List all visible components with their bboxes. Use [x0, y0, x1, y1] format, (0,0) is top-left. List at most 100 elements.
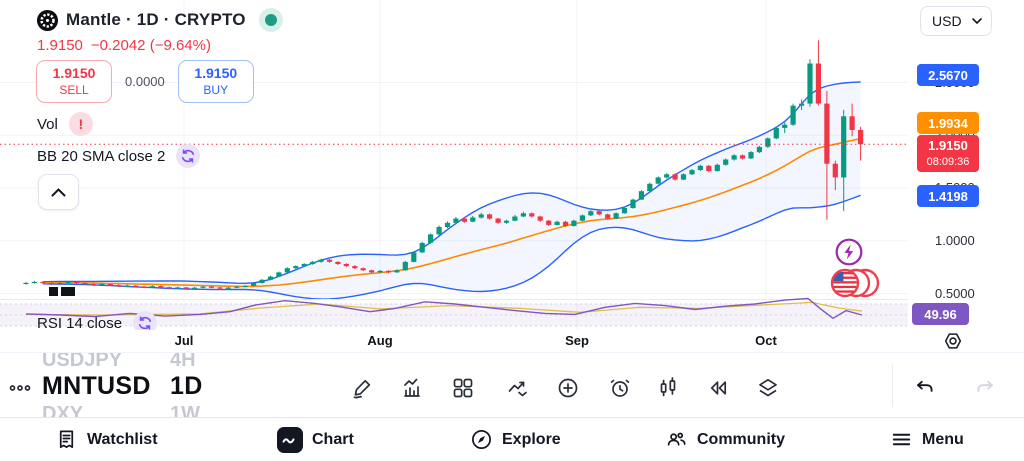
nav-community[interactable]: Community [665, 418, 785, 461]
indicators-icon [404, 378, 420, 397]
buy-label: BUY [203, 82, 229, 97]
nav-label: Watchlist [87, 430, 158, 448]
instant-trade-button[interactable] [834, 237, 864, 267]
symbol-title: Mantle · 1D · CRYPTO [66, 10, 246, 29]
indicators-button[interactable] [393, 368, 433, 408]
picker-row-next[interactable]: DXY 1W [42, 403, 272, 417]
object-tree-button[interactable] [748, 368, 788, 408]
sync-icon[interactable] [176, 144, 201, 168]
watchlist-icon [59, 430, 74, 449]
symbol-header[interactable]: Mantle · 1D · CRYPTO [36, 8, 283, 32]
bar-countdown: 08:09:36 [926, 155, 970, 168]
explore-icon [472, 430, 491, 449]
picker-row-prev[interactable]: USDJPY 4H [42, 353, 272, 372]
layers-icon [759, 378, 777, 397]
us-flag-coins-icon [830, 268, 880, 298]
layouts-button[interactable] [443, 368, 483, 408]
bollinger-indicator-row[interactable]: BB 20 SMA close 2 [37, 144, 201, 168]
symbol-timeframe-picker[interactable]: USDJPY 4H MNTUSD 1D DXY 1W [42, 353, 272, 417]
patterns-icon [508, 381, 527, 397]
last-price: 1.9150 [37, 37, 83, 54]
replay-button[interactable] [698, 368, 738, 408]
last-price-value: 1.9150 [928, 137, 968, 153]
rsi-value-label: 49.96 [912, 303, 969, 325]
mantle-logo-icon [36, 9, 59, 31]
x-axis-month-label: Oct [755, 333, 777, 348]
spread-value: 0.0000 [125, 74, 165, 89]
nav-explore[interactable]: Explore [470, 418, 561, 461]
collapse-panel-button[interactable] [38, 174, 79, 210]
nav-chart[interactable]: Chart [277, 418, 354, 461]
nav-watchlist[interactable]: Watchlist [55, 418, 158, 461]
nav-label: Menu [922, 430, 964, 448]
chart-icon [277, 426, 303, 453]
plus-circle-icon [558, 378, 578, 398]
lightning-icon [835, 238, 863, 266]
x-axis-month-label: Jul [174, 333, 194, 348]
patterns-button[interactable] [498, 368, 538, 408]
picker-symbol: MNTUSD [42, 372, 151, 400]
alarm-clock-icon [610, 379, 630, 397]
nav-label: Community [697, 430, 785, 448]
clipped-overlay-glyph [49, 287, 58, 296]
currency-value: USD [932, 13, 962, 29]
gear-icon [944, 333, 962, 349]
picker-timeframe: 4H [170, 353, 196, 371]
sell-price: 1.9150 [52, 65, 96, 82]
rewind-icon [710, 381, 727, 395]
alerts-button[interactable] [600, 368, 640, 408]
trade-panel: 1.9150 SELL 0.0000 1.9150 BUY [36, 60, 254, 103]
x-axis-month-label: Sep [565, 333, 589, 348]
axis-settings-button[interactable] [941, 330, 965, 352]
pencil-icon [353, 379, 371, 399]
currency-select[interactable]: USD [920, 6, 992, 36]
sell-label: SELL [59, 82, 89, 97]
undo-icon [917, 380, 933, 392]
toolbar-divider [892, 365, 893, 407]
nav-label: Chart [312, 430, 354, 448]
draw-tool-button[interactable] [343, 368, 383, 408]
volume-indicator-row[interactable]: Vol ! [37, 112, 93, 136]
more-options-button[interactable] [0, 368, 40, 408]
grid-layout-icon [453, 378, 473, 398]
economic-events-button[interactable] [830, 266, 880, 300]
bb-basis-price-label: 1.9934 [917, 112, 979, 134]
price-chart[interactable] [0, 0, 908, 332]
buy-button[interactable]: 1.9150 BUY [177, 60, 254, 103]
redo-icon [977, 380, 993, 392]
bb-upper-price-label: 2.5670 [917, 64, 979, 86]
volume-label: Vol [37, 115, 58, 133]
buy-price: 1.9150 [194, 65, 238, 82]
add-order-button[interactable] [548, 368, 588, 408]
picker-row-active[interactable]: MNTUSD 1D [42, 372, 272, 401]
bottom-navigation: Watchlist Chart Explore Community [0, 417, 1024, 461]
more-dots-icon [9, 385, 31, 391]
last-price-label: 1.9150 08:09:36 [917, 135, 979, 172]
chart-type-button[interactable] [648, 368, 688, 408]
price-change: −0.2042 (−9.64%) [90, 37, 211, 54]
picker-timeframe: 1D [170, 372, 203, 400]
chevron-down-icon [972, 18, 982, 24]
indicator-error-icon[interactable]: ! [68, 112, 93, 136]
redo-button[interactable] [965, 368, 1005, 408]
bollinger-label: BB 20 SMA close 2 [37, 147, 166, 165]
bb-lower-price-label: 1.4198 [917, 185, 979, 207]
community-icon [667, 432, 686, 446]
undo-button[interactable] [905, 368, 945, 408]
time-axis[interactable]: Jul Aug Sep Oct [0, 330, 1024, 352]
menu-icon [892, 433, 911, 446]
picker-timeframe: 1W [170, 403, 200, 417]
rsi-label: RSI 14 close [37, 314, 123, 332]
price-change-row: 1.9150 −0.2042 (−9.64%) [37, 37, 211, 54]
y-axis-tick: 1.0000 [935, 232, 975, 248]
nav-menu[interactable]: Menu [890, 418, 964, 461]
sell-button[interactable]: 1.9150 SELL [36, 60, 112, 103]
nav-label: Explore [502, 430, 561, 448]
picker-symbol: DXY [42, 403, 84, 417]
market-status-icon [258, 8, 283, 32]
clipped-overlay-glyph [61, 287, 75, 296]
x-axis-month-label: Aug [367, 333, 393, 348]
picker-symbol: USDJPY [42, 353, 123, 371]
